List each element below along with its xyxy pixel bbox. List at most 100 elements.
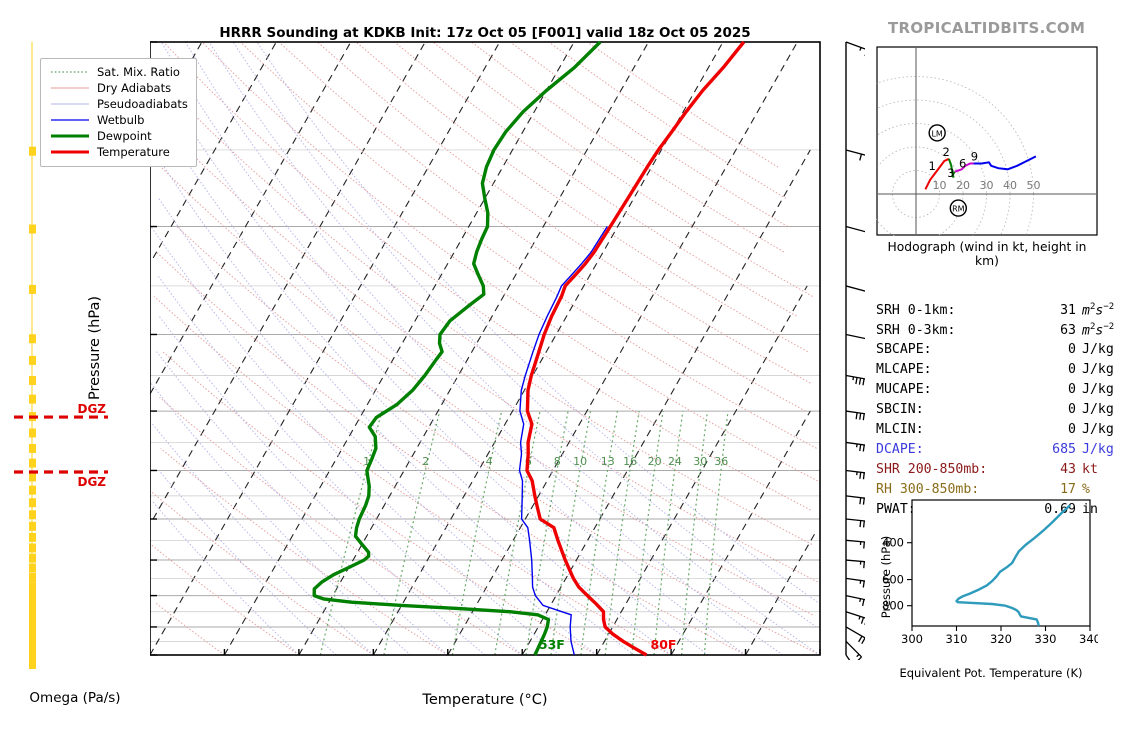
hodograph-caption: Hodograph (wind in kt, height in km) — [887, 240, 1087, 268]
stat-label: SRH 0-3km: — [876, 323, 956, 339]
hodo-height-label: 1 — [928, 159, 935, 173]
legend-swatch — [51, 87, 89, 89]
hodo-ring-label: 20 — [956, 179, 970, 192]
svg-text:330: 330 — [1035, 632, 1057, 646]
wind-barb — [845, 577, 865, 588]
svg-text:36: 36 — [714, 455, 728, 468]
svg-text:8: 8 — [554, 455, 561, 468]
hodograph-trace — [924, 155, 1037, 190]
wind-barb — [845, 539, 865, 549]
stat-label: SHR 200-850mb: — [876, 462, 988, 477]
legend-label: Dewpoint — [97, 129, 152, 143]
svg-text:320: 320 — [990, 632, 1012, 646]
legend-item: Pseudoadiabats — [49, 96, 188, 112]
stat-label: PWAT: — [876, 502, 916, 517]
stat-label: SRH 0-1km: — [876, 303, 956, 319]
stat-unit: J/kg — [1082, 342, 1114, 357]
stat-row: DCAPE: 685 J/kg — [876, 442, 1114, 462]
surface-temperature-label: 80F — [651, 637, 677, 652]
stat-value: 685 — [1052, 442, 1076, 457]
stat-row: SRH 0-1km: 31 m2s−2 — [876, 302, 1114, 322]
legend: Sat. Mix. Ratio Dry Adiabats Pseudoadiabat… — [40, 58, 197, 167]
storm-motion-label: RM — [952, 205, 965, 214]
stat-value: 0 — [1068, 402, 1076, 417]
thetae-axes: 300 310 320 330 340 400 600 800 — [882, 536, 1098, 646]
legend-label: Dry Adiabats — [97, 81, 172, 95]
skewt-yaxis-label: Pressure (hPa) — [87, 296, 103, 401]
svg-text:4: 4 — [486, 455, 493, 468]
legend-label: Sat. Mix. Ratio — [97, 65, 180, 79]
stat-value: 0 — [1068, 362, 1076, 377]
wind-barb — [845, 410, 865, 421]
stat-row: RH 300-850mb: 17% — [876, 482, 1114, 502]
stats-panel: SRH 0-1km: 31 m2s−2 SRH 0-3km: 63 m2s−2 SBCAPE… — [876, 272, 1114, 537]
thetae-panel: 300 310 320 330 340 400 600 800 — [876, 494, 1098, 654]
thetae-xaxis-label: Equivalent Pot. Temperature (K) — [899, 666, 1083, 680]
wind-barb — [845, 518, 865, 528]
skewt-chart: 124681013162024303653F80F−40−30−20−10010… — [150, 40, 865, 660]
stat-row: SHR 200-850mb: 43 kt — [876, 462, 1114, 482]
legend-swatch — [51, 119, 89, 121]
legend-label: Pseudoadiabats — [97, 97, 188, 111]
storm-motion-label: LM — [931, 129, 942, 138]
wind-barb — [845, 559, 865, 569]
stat-label: DCAPE: — [876, 442, 924, 457]
svg-text:10: 10 — [573, 455, 587, 468]
svg-text:300: 300 — [901, 632, 923, 646]
stat-label: SBCIN: — [876, 402, 924, 417]
svg-text:340: 340 — [1079, 632, 1098, 646]
wind-barb — [845, 654, 851, 660]
wind-barb — [845, 285, 865, 292]
stat-value: 0 — [1068, 422, 1076, 437]
dewpoint-profile — [312, 40, 602, 656]
stat-unit: J/kg — [1082, 422, 1114, 437]
stat-value: 0 — [1068, 382, 1076, 397]
stat-row: MLCIN: 0 J/kg — [876, 422, 1114, 442]
hodo-height-label: 2 — [943, 145, 950, 159]
stat-value: 63 — [1060, 323, 1076, 339]
surface-labels: 53F 80F — [539, 637, 677, 652]
wind-barb — [845, 441, 865, 452]
wind-barb — [845, 495, 865, 505]
legend-item: Dry Adiabats — [49, 80, 188, 96]
legend-label: Temperature — [97, 145, 170, 159]
hodograph-panel: 10 20 30 40 50 1 2 3 6 9 LM RM — [876, 46, 1098, 236]
surface-dewpoint-label: 53F — [539, 637, 565, 652]
legend-item: Dewpoint — [49, 128, 188, 144]
hodo-ring-label: 40 — [1003, 179, 1017, 192]
thetae-yaxis-label: Pressure (hPa) — [879, 535, 893, 619]
legend-swatch — [51, 103, 89, 105]
stat-row: SBCAPE: 0 J/kg — [876, 342, 1114, 362]
legend-item: Sat. Mix. Ratio — [49, 64, 188, 80]
stat-unit: J/kg — [1082, 402, 1114, 417]
hodograph-rings: 10 20 30 40 50 — [876, 48, 1096, 236]
wind-barb — [845, 41, 865, 57]
page-title: HRRR Sounding at KDKB Init: 17z Oct 05 [… — [219, 25, 751, 41]
wind-barb — [845, 626, 865, 644]
stat-label: MLCIN: — [876, 422, 924, 437]
hodograph-height-labels: 12 369 — [928, 145, 978, 180]
skewt-background-grid — [150, 41, 821, 656]
stat-value: 31 — [1060, 303, 1076, 319]
omega-panel: DGZDGZ0−1−2 — [0, 40, 150, 670]
legend-swatch — [51, 71, 89, 73]
svg-text:2: 2 — [422, 455, 429, 468]
stat-unit: J/kg — [1082, 442, 1114, 457]
hodo-ring-label: 30 — [980, 179, 994, 192]
skewt-axes: −40−30−20−100102030405010020030040050060… — [150, 41, 821, 656]
wind-barb — [845, 594, 865, 607]
legend-item: Wetbulb — [49, 112, 188, 128]
stat-unit: % — [1082, 482, 1090, 497]
hodo-ring-label: 50 — [1027, 179, 1041, 192]
stat-unit: J/kg — [1082, 382, 1114, 397]
legend-label: Wetbulb — [97, 113, 145, 127]
stat-row: SRH 0-3km: 63 m2s−2 — [876, 322, 1114, 342]
wind-barb — [845, 225, 865, 233]
stat-value: 43 — [1060, 462, 1076, 477]
wind-barb — [845, 333, 865, 340]
stat-value: 17 — [1060, 482, 1076, 497]
stat-unit: kt — [1082, 462, 1098, 477]
stat-unit: J/kg — [1082, 362, 1114, 377]
dgz-label: DGZ — [77, 475, 106, 489]
wind-barb — [845, 469, 865, 480]
